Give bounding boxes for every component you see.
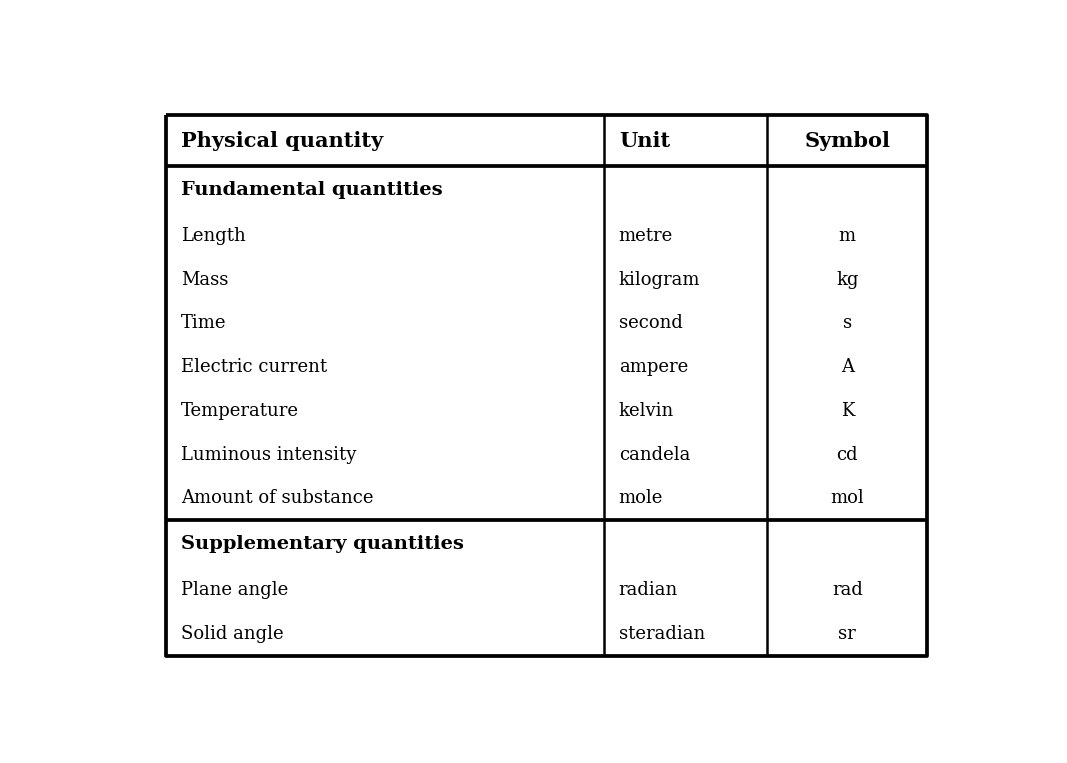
Text: steradian: steradian [619, 625, 705, 642]
Text: Fundamental quantities: Fundamental quantities [181, 181, 443, 199]
Text: candela: candela [619, 446, 690, 464]
Text: Length: Length [181, 227, 246, 245]
Text: Temperature: Temperature [181, 402, 300, 420]
Text: Plane angle: Plane angle [181, 581, 288, 599]
Text: Time: Time [181, 314, 227, 333]
Text: Mass: Mass [181, 271, 228, 288]
Text: cd: cd [837, 446, 858, 464]
Text: m: m [839, 227, 856, 245]
Text: Symbol: Symbol [805, 130, 890, 150]
Text: A: A [841, 358, 854, 376]
Text: mol: mol [830, 489, 864, 507]
Text: Physical quantity: Physical quantity [181, 130, 383, 150]
Text: Supplementary quantities: Supplementary quantities [181, 535, 464, 553]
Text: K: K [841, 402, 854, 420]
Text: Amount of substance: Amount of substance [181, 489, 373, 507]
Text: rad: rad [832, 581, 863, 599]
Text: Electric current: Electric current [181, 358, 328, 376]
Text: kilogram: kilogram [619, 271, 700, 288]
Text: kg: kg [837, 271, 859, 288]
Text: radian: radian [619, 581, 678, 599]
Text: Luminous intensity: Luminous intensity [181, 446, 356, 464]
Text: ampere: ampere [619, 358, 688, 376]
Text: kelvin: kelvin [619, 402, 674, 420]
Text: s: s [843, 314, 851, 333]
Text: metre: metre [619, 227, 673, 245]
Text: second: second [619, 314, 683, 333]
Text: Unit: Unit [619, 130, 670, 150]
Text: Solid angle: Solid angle [181, 625, 284, 642]
Text: sr: sr [839, 625, 856, 642]
Text: mole: mole [619, 489, 664, 507]
